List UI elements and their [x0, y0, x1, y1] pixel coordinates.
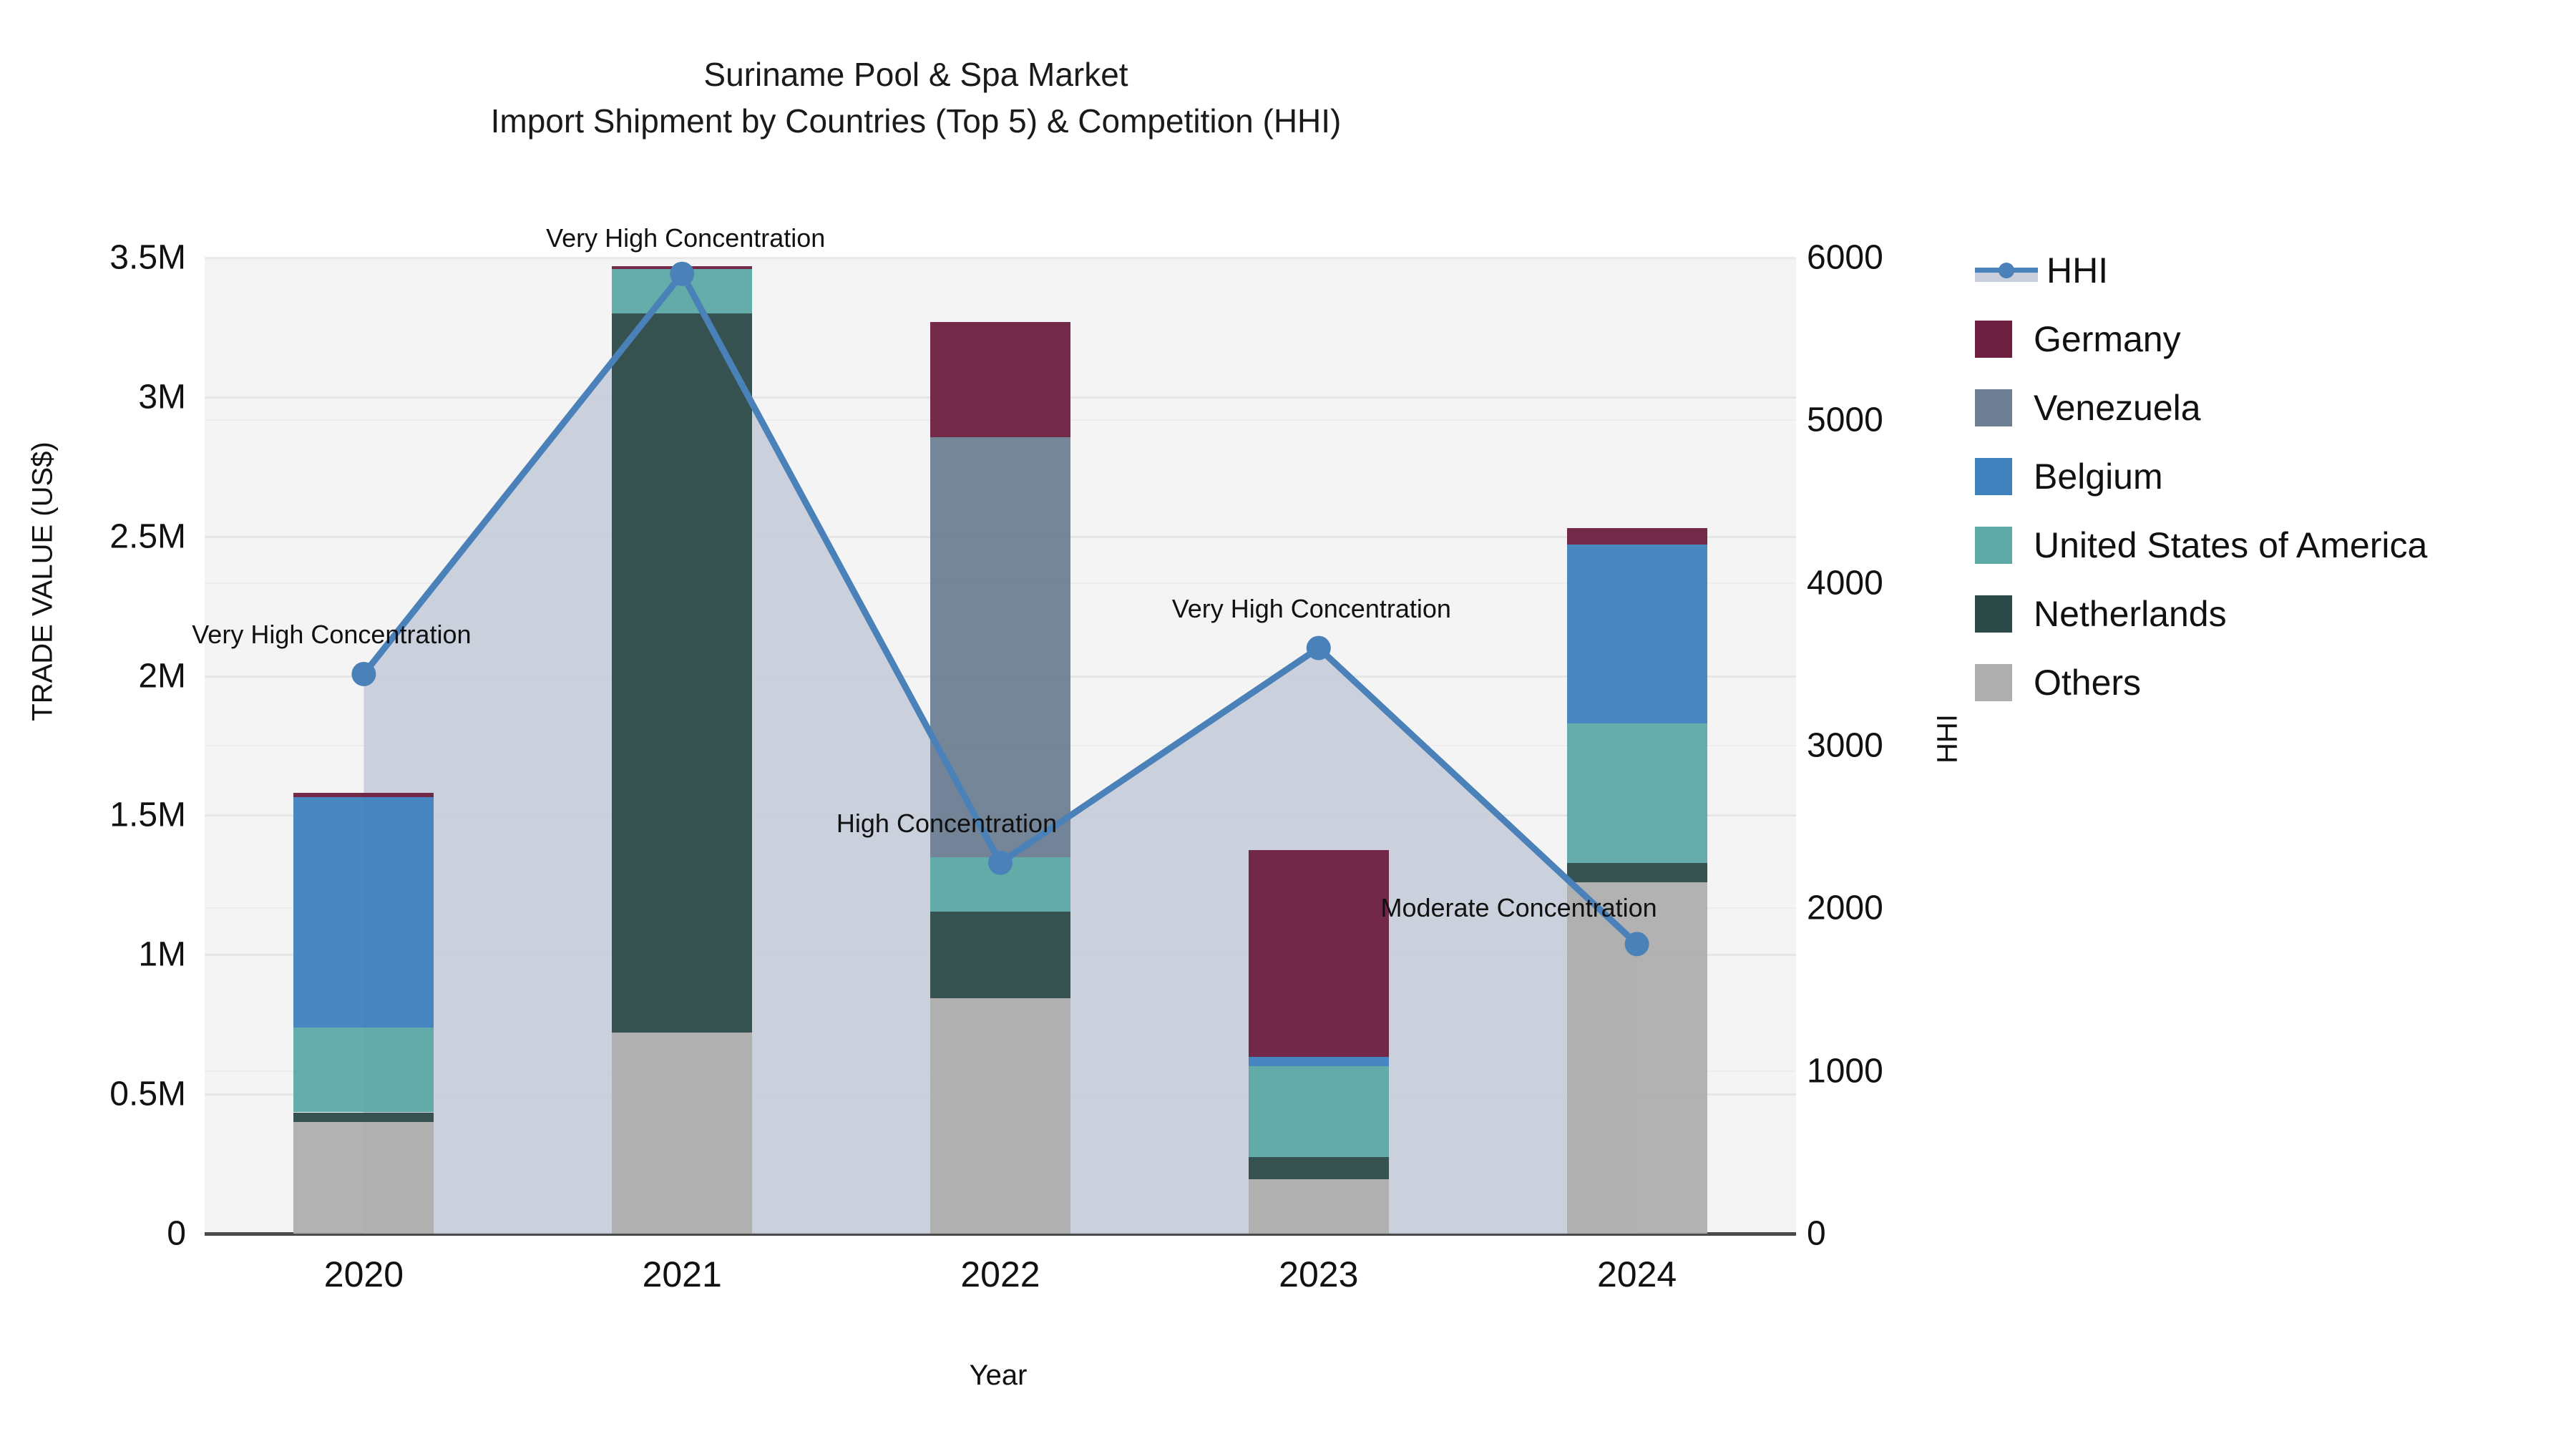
legend-swatch-icon	[1975, 664, 2012, 701]
bar-segment-netherlands[interactable]	[1248, 1156, 1389, 1180]
hhi-data-point[interactable]	[670, 261, 695, 286]
legend-item-label: Netherlands	[2034, 594, 2227, 634]
legend-item-label: United States of America	[2034, 525, 2428, 565]
bar-segment-belgium[interactable]	[1566, 545, 1707, 723]
legend-item[interactable]: Netherlands	[1975, 580, 2562, 648]
concentration-annotation: Very High Concentration	[192, 619, 472, 649]
y-axis-right-tick-label: 1000	[1807, 1052, 1883, 1091]
y-axis-right-tick-label: 2000	[1807, 889, 1883, 927]
y-axis-left-tick-label: 0	[167, 1214, 186, 1253]
hhi-data-point[interactable]	[1624, 932, 1649, 957]
legend-line-marker-icon	[1975, 252, 2038, 289]
bar-segment-germany[interactable]	[930, 321, 1070, 438]
bar-segment-others[interactable]	[293, 1122, 434, 1234]
x-axis-tick-label: 2021	[642, 1254, 722, 1294]
bar-segment-germany[interactable]	[1248, 850, 1389, 1057]
y-axis-left-title: TRADE VALUE (US$)	[26, 441, 59, 721]
chart-subtitle: Import Shipment by Countries (Top 5) & C…	[490, 102, 1342, 140]
hhi-line-overlay	[351, 261, 1649, 957]
legend-item-label: Venezuela	[2034, 388, 2201, 428]
y-axis-right-tick-label: 5000	[1807, 401, 1883, 439]
legend-item[interactable]: Germany	[1975, 305, 2562, 374]
y-axis-left-tick-label: 0.5M	[109, 1075, 186, 1113]
x-axis-tick-label: 2020	[323, 1254, 404, 1294]
concentration-annotation: Very High Concentration	[1171, 593, 1451, 623]
y-axis-left-tick-label: 1.5M	[109, 796, 186, 834]
x-axis-tick-label: 2024	[1596, 1254, 1677, 1294]
bar-segment-venezuela[interactable]	[930, 437, 1070, 857]
chart-title: Suriname Pool & Spa Market	[703, 56, 1128, 93]
concentration-annotation: High Concentration	[836, 808, 1058, 838]
legend-item-label: Others	[2034, 663, 2142, 703]
gridline-right	[205, 257, 1796, 258]
bar-segment-netherlands[interactable]	[930, 911, 1070, 998]
y-axis-left-tick-label: 3M	[138, 378, 186, 416]
hhi-data-point[interactable]	[988, 850, 1013, 875]
y-axis-right-title: HHI	[1931, 714, 1963, 763]
y-axis-right-tick-label: 0	[1807, 1214, 1826, 1253]
y-axis-right-ticks: 0 1000 2000 3000 4000 5000 6000	[1807, 0, 2021, 1449]
bar-segment-netherlands[interactable]	[1566, 862, 1707, 882]
legend-swatch-icon	[1975, 458, 2012, 495]
bar-segment-others[interactable]	[930, 997, 1070, 1234]
y-axis-right-tick-label: 6000	[1807, 238, 1883, 277]
legend-item-label: Belgium	[2034, 457, 2163, 497]
legend-swatch-icon	[1975, 527, 2012, 564]
legend: HHI Germany Venezuela Belgium United States …	[1975, 236, 2562, 717]
concentration-annotation: Very High Concentration	[546, 223, 826, 253]
bar-segment-netherlands[interactable]	[293, 1112, 434, 1123]
bar-segment-united-states-of-america[interactable]	[1248, 1066, 1389, 1157]
x-axis-tick-label: 2023	[1279, 1254, 1359, 1294]
y-axis-left-tick-label: 2M	[138, 657, 186, 696]
x-axis-tick-label: 2022	[960, 1254, 1040, 1294]
legend-swatch-icon	[1975, 595, 2012, 633]
y-axis-left-tick-label: 2.5M	[109, 517, 186, 556]
bar-segment-belgium[interactable]	[1248, 1056, 1389, 1067]
y-axis-left-tick-label: 1M	[138, 935, 186, 974]
legend-swatch-icon	[1975, 389, 2012, 426]
bar-segment-netherlands[interactable]	[612, 313, 753, 1033]
bar-segment-others[interactable]	[612, 1033, 753, 1234]
legend-item-label: Germany	[2034, 319, 2181, 359]
y-axis-right-tick-label: 4000	[1807, 564, 1883, 602]
legend-item[interactable]: HHI	[1975, 236, 2562, 305]
bar-segment-others[interactable]	[1248, 1179, 1389, 1234]
bar-segment-united-states-of-america[interactable]	[1566, 723, 1707, 863]
legend-item-label: HHI	[2046, 250, 2109, 291]
legend-item[interactable]: Others	[1975, 648, 2562, 717]
x-axis-title: Year	[969, 1360, 1028, 1391]
x-axis-line	[205, 1232, 1796, 1236]
legend-item[interactable]: Belgium	[1975, 442, 2562, 511]
y-axis-left-ticks: 0 0.5M 1M 1.5M 2M 2.5M 3M 3.5M	[0, 0, 187, 1449]
bar-segment-germany[interactable]	[1566, 528, 1707, 545]
bar-group[interactable]	[1248, 258, 1389, 1234]
bar-group[interactable]	[293, 258, 434, 1234]
legend-swatch-icon	[1975, 321, 2012, 358]
bar-group[interactable]	[930, 258, 1070, 1234]
bar-segment-germany[interactable]	[293, 793, 434, 798]
y-axis-right-tick-label: 3000	[1807, 726, 1883, 765]
bar-group[interactable]	[612, 258, 753, 1234]
concentration-annotation: Moderate Concentration	[1380, 893, 1657, 923]
legend-item[interactable]: Venezuela	[1975, 374, 2562, 442]
legend-item[interactable]: United States of America	[1975, 511, 2562, 580]
bar-segment-belgium[interactable]	[293, 797, 434, 1028]
y-axis-left-tick-label: 3.5M	[109, 238, 186, 277]
chart-title-block: Suriname Pool & Spa Market Import Shipme…	[0, 52, 1832, 145]
hhi-data-point[interactable]	[351, 661, 376, 686]
hhi-data-point[interactable]	[1306, 635, 1331, 660]
bar-segment-united-states-of-america[interactable]	[293, 1027, 434, 1113]
